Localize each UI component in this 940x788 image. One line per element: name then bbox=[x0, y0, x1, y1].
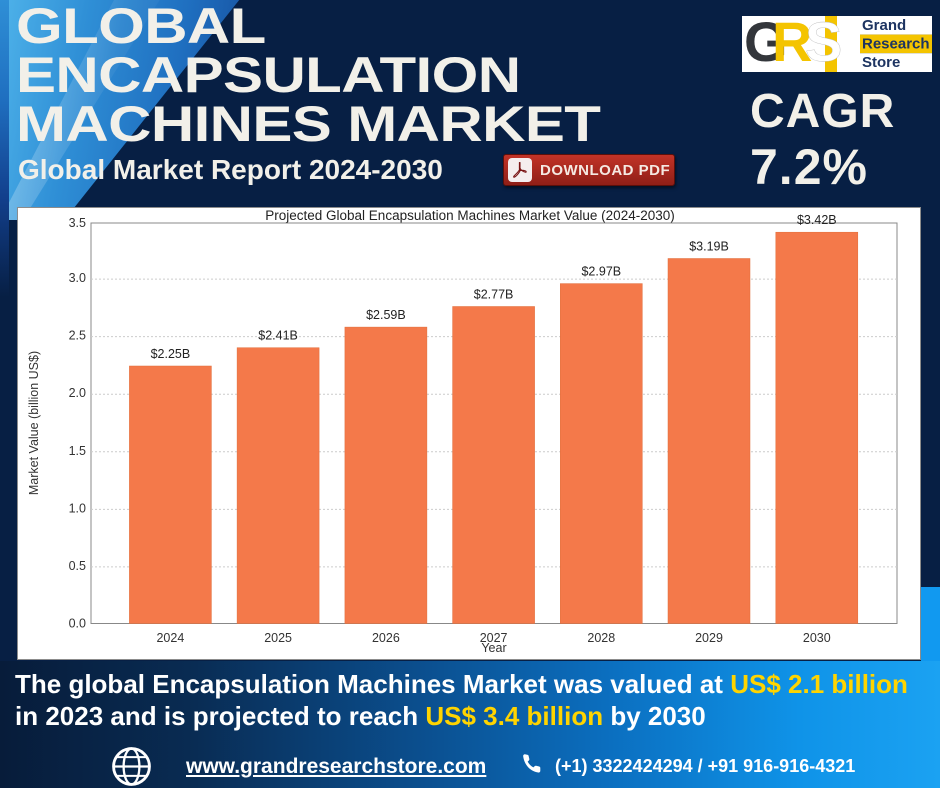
svg-text:1.0: 1.0 bbox=[69, 501, 86, 515]
svg-text:$2.97B: $2.97B bbox=[581, 265, 621, 279]
svg-text:2028: 2028 bbox=[587, 631, 615, 645]
svg-text:3.5: 3.5 bbox=[69, 216, 86, 230]
svg-text:Projected Global Encapsulation: Projected Global Encapsulation Machines … bbox=[265, 208, 674, 223]
svg-text:Research: Research bbox=[862, 36, 930, 53]
svg-text:2030: 2030 bbox=[803, 631, 831, 645]
svg-text:$3.19B: $3.19B bbox=[689, 240, 729, 254]
svg-text:1.5: 1.5 bbox=[69, 444, 86, 458]
svg-text:$2.41B: $2.41B bbox=[258, 329, 298, 343]
svg-text:Store: Store bbox=[862, 54, 900, 71]
svg-text:3.0: 3.0 bbox=[69, 271, 86, 285]
svg-text:$2.59B: $2.59B bbox=[366, 308, 406, 322]
svg-text:2024: 2024 bbox=[156, 631, 184, 645]
svg-text:Grand: Grand bbox=[862, 17, 906, 34]
svg-text:$2.77B: $2.77B bbox=[474, 288, 514, 302]
svg-text:2.5: 2.5 bbox=[69, 329, 86, 343]
svg-text:0.5: 0.5 bbox=[69, 559, 86, 573]
svg-text:2025: 2025 bbox=[264, 631, 292, 645]
svg-text:S: S bbox=[805, 14, 842, 73]
svg-text:Year: Year bbox=[481, 641, 506, 655]
svg-text:Market Value (billion US$): Market Value (billion US$) bbox=[27, 351, 41, 495]
svg-text:2029: 2029 bbox=[695, 631, 723, 645]
svg-text:0.0: 0.0 bbox=[69, 617, 86, 631]
svg-text:2.0: 2.0 bbox=[69, 386, 86, 400]
svg-text:$2.25B: $2.25B bbox=[151, 347, 191, 361]
svg-text:2026: 2026 bbox=[372, 631, 400, 645]
svg-text:$3.42B: $3.42B bbox=[797, 213, 837, 227]
